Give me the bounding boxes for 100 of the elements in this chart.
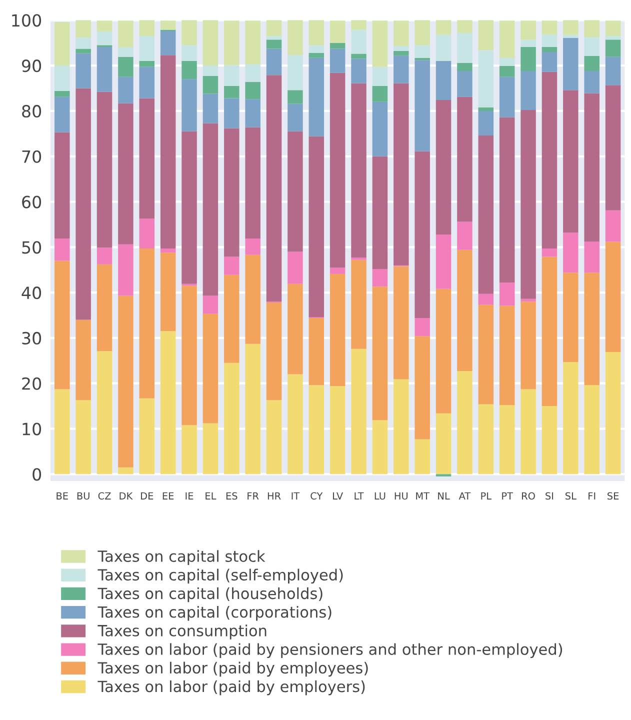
bar — [414, 318, 430, 336]
y-tick-label: 0 — [32, 468, 42, 481]
bar — [96, 20, 112, 32]
bar — [351, 58, 366, 84]
bar — [182, 61, 197, 80]
bar — [563, 20, 578, 35]
bar — [351, 260, 366, 349]
bar — [520, 389, 536, 474]
x-tick-label: HU — [394, 492, 408, 500]
bar — [584, 56, 600, 72]
bar — [139, 61, 155, 67]
x-tick-label: AT — [458, 492, 471, 500]
bar — [436, 34, 452, 62]
bar — [245, 99, 260, 128]
bar — [563, 362, 578, 474]
bar — [96, 264, 112, 352]
bar — [118, 56, 134, 77]
bar — [478, 110, 494, 136]
bar — [499, 405, 515, 474]
bar — [414, 45, 430, 58]
bar — [308, 58, 324, 136]
bar — [436, 234, 452, 289]
y-tick-label: 20 — [22, 377, 42, 390]
y-tick-label: 40 — [22, 286, 42, 300]
bar — [76, 53, 91, 88]
bar — [202, 20, 218, 66]
bar — [563, 90, 578, 233]
bar — [139, 66, 155, 98]
x-tick-label: SL — [566, 492, 576, 500]
bar — [436, 100, 452, 234]
bar — [414, 336, 430, 440]
bar — [394, 83, 409, 266]
bar — [457, 222, 472, 250]
bar — [372, 156, 388, 269]
bar — [457, 371, 472, 474]
x-tick-label: DK — [120, 492, 133, 500]
bar — [457, 20, 472, 33]
bar — [54, 260, 70, 390]
bar — [605, 242, 621, 352]
bar — [499, 58, 515, 66]
bar — [202, 296, 218, 314]
bar — [351, 348, 366, 474]
bar — [224, 274, 240, 363]
bar — [457, 96, 472, 222]
bar — [414, 151, 430, 318]
x-tick-label: FR — [248, 492, 259, 500]
bar — [76, 320, 91, 400]
bar — [478, 50, 494, 108]
bar — [224, 65, 240, 86]
bar — [605, 352, 621, 474]
bar — [499, 117, 515, 283]
bar — [266, 302, 282, 400]
bar — [520, 302, 536, 390]
y-tick-label: 80 — [22, 104, 42, 118]
bar — [139, 218, 155, 249]
bar — [160, 31, 176, 56]
y-tick-label: 90 — [22, 60, 42, 72]
bar — [478, 294, 494, 305]
bar — [245, 254, 260, 344]
bar — [182, 425, 197, 474]
bar — [202, 76, 218, 94]
bar — [605, 85, 621, 210]
bar — [330, 20, 346, 43]
bar — [202, 314, 218, 424]
bar — [584, 71, 600, 94]
y-tick-label: 70 — [22, 150, 42, 163]
bar — [96, 46, 112, 92]
bar — [520, 298, 536, 302]
bar — [478, 404, 494, 474]
bar — [118, 467, 134, 474]
legend-label: Taxes on labor (paid by employers) — [98, 680, 365, 696]
bar — [436, 413, 452, 474]
legend-label: Taxes on labor (paid by pensioners and other non-employed) — [98, 643, 562, 658]
x-tick-label: BE — [56, 492, 68, 500]
bar — [76, 400, 91, 474]
x-tick-label: IT — [292, 492, 300, 500]
bar — [245, 238, 260, 255]
bar — [308, 52, 324, 58]
bar — [499, 282, 515, 306]
bar — [394, 379, 409, 474]
bar — [457, 71, 472, 97]
bar — [266, 36, 282, 40]
x-tick-label: LU — [374, 492, 386, 500]
x-tick-label: DE — [141, 492, 154, 500]
bar — [266, 20, 282, 36]
bar — [330, 274, 346, 386]
bar — [520, 110, 536, 299]
bar — [542, 248, 558, 257]
bar — [394, 56, 409, 84]
bar — [288, 55, 303, 90]
bar — [266, 40, 282, 49]
bar — [224, 98, 240, 128]
bar — [499, 76, 515, 118]
bar — [202, 123, 218, 296]
x-tick-label: LT — [354, 492, 364, 500]
x-tick-label: NL — [438, 492, 450, 500]
bar — [202, 94, 218, 124]
bar — [436, 61, 452, 100]
bar — [394, 51, 409, 56]
bar — [96, 92, 112, 248]
